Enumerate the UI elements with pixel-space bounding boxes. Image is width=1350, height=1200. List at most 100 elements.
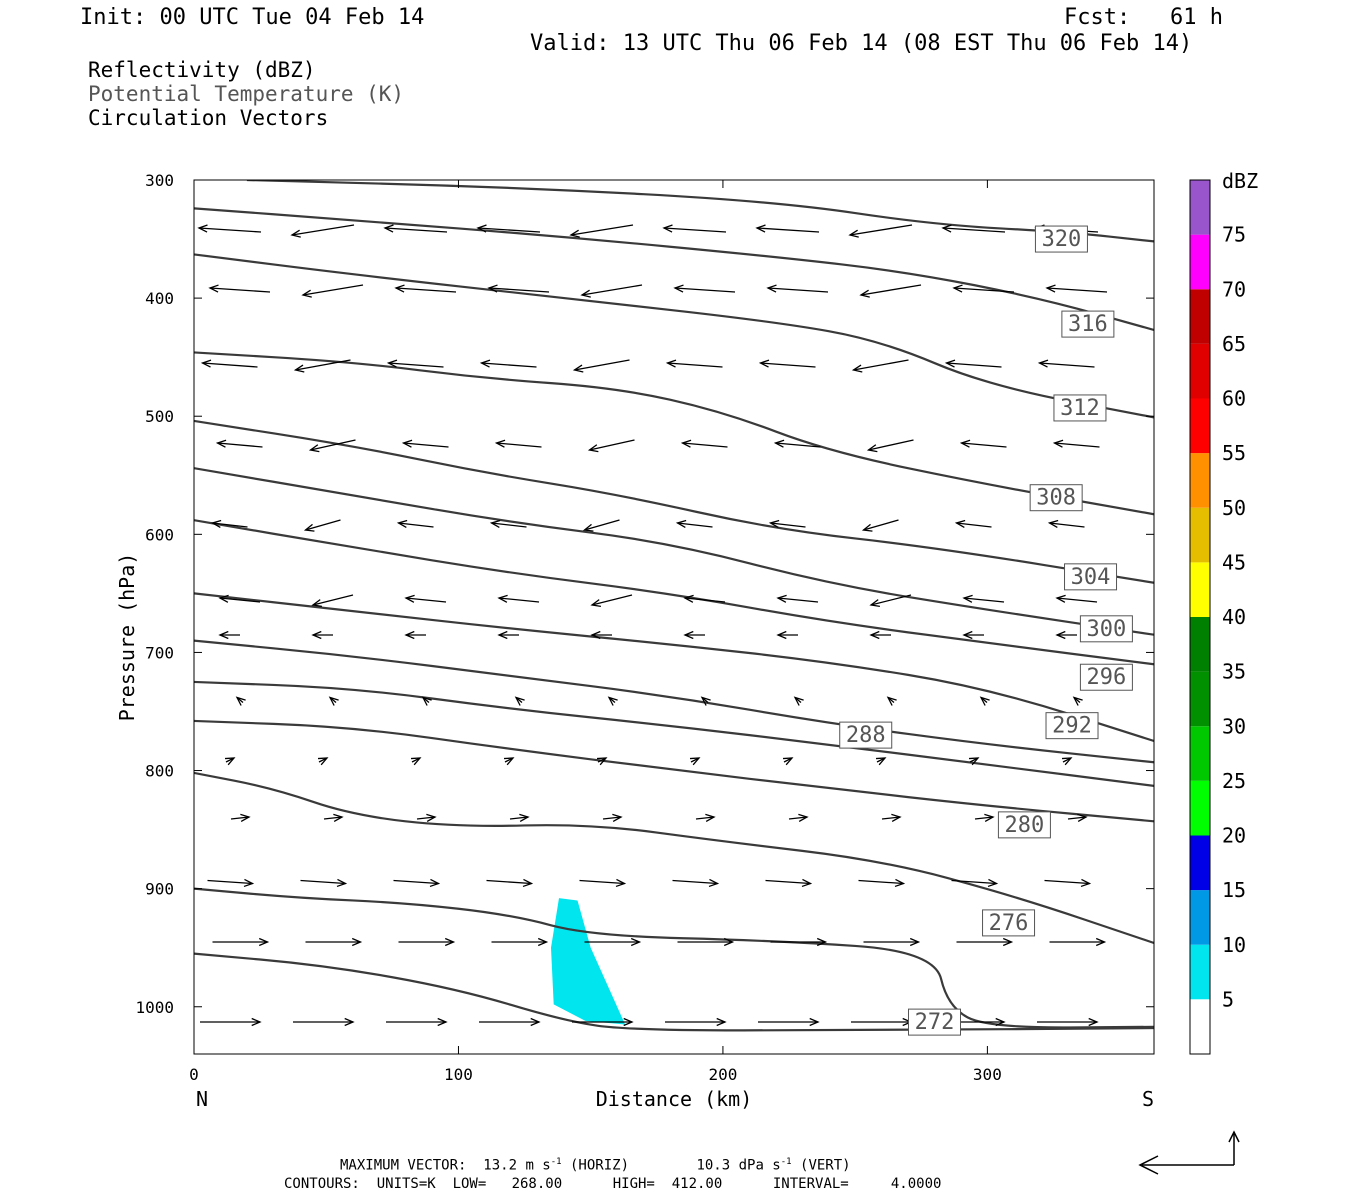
vector-head [580, 289, 591, 298]
contour-label-box [1053, 394, 1107, 422]
y-tick-label: 900 [145, 880, 174, 899]
vector-head [1002, 937, 1014, 947]
vector-head [683, 630, 694, 640]
circulation-vector [961, 442, 1007, 448]
theta-contour [194, 639, 1154, 764]
colorbar-label: 75 [1222, 223, 1246, 247]
vector-head [200, 359, 212, 368]
vector-head [1055, 630, 1066, 640]
circulation-vector [881, 816, 901, 820]
colorbar-label: 50 [1222, 496, 1246, 520]
vector-head [941, 224, 952, 233]
max-vector-line: MAXIMUM VECTOR: 13.2 m s-1 (HORIZ) 10.3 … [340, 1157, 851, 1174]
circulation-vector [663, 227, 727, 233]
contour-label-box [839, 721, 893, 749]
circulation-vector [956, 522, 992, 528]
vector-head [258, 937, 270, 947]
contour-label: 276 [989, 911, 1029, 936]
theta-contour [194, 419, 1154, 584]
vector-head [293, 364, 305, 373]
circulation-vector [695, 816, 715, 820]
y-tick-label: 500 [145, 407, 174, 426]
field-theta: Potential Temperature (K) [88, 82, 405, 106]
circulation-vector [858, 879, 904, 885]
circulation-vector [1046, 287, 1108, 293]
colorbar-segment [1190, 890, 1210, 945]
circulation-vector [302, 284, 364, 296]
colorbar-segment [1190, 562, 1210, 617]
circulation-vector [951, 879, 997, 885]
vector-head [590, 599, 601, 608]
theta-contour [194, 719, 1154, 823]
circulation-vector [300, 879, 346, 885]
vector-head [675, 519, 687, 528]
vector-head [848, 229, 859, 238]
vector-head [662, 224, 673, 233]
field-vectors: Circulation Vectors [88, 106, 329, 130]
contour-labels: 320 316 312 308 304 300 296 292 288 280 276 272 [839, 225, 1133, 1036]
vector-head [396, 519, 408, 528]
y-tick-label: 1000 [135, 998, 174, 1017]
contour-label-box [1079, 615, 1133, 643]
vector-head [766, 284, 777, 293]
circulation-vector [579, 879, 625, 885]
vector-head [317, 757, 329, 766]
contour-label: 316 [1068, 312, 1108, 337]
circulation-vector [1039, 362, 1095, 368]
vector-head [328, 696, 339, 706]
y-tick-label: 400 [145, 289, 174, 308]
circulation-vector [395, 287, 457, 293]
vector-head [426, 813, 437, 822]
circulation-vector [974, 816, 994, 820]
y-tick-label: 800 [145, 762, 174, 781]
vector-head [869, 599, 880, 608]
circulation-vector [202, 362, 258, 368]
circulation-vector [667, 362, 723, 368]
circulation-vector [775, 442, 821, 448]
vector-head [437, 1017, 448, 1027]
contour-label-box [907, 1008, 961, 1036]
vector-head [401, 439, 413, 448]
circulation-vector [863, 519, 899, 531]
vector-head [952, 284, 963, 293]
vector-head [1072, 696, 1083, 706]
vector-head [494, 439, 506, 448]
colorbar-label: 45 [1222, 550, 1246, 574]
circulation-vector [602, 816, 622, 820]
vector-head [1055, 594, 1066, 603]
forecast-hour: Fcst: 61 h [1064, 5, 1223, 30]
circulation-vector [509, 816, 529, 820]
circulation-vector [777, 597, 819, 603]
circulation-vector [584, 519, 620, 531]
contour-label: 320 [1042, 227, 1082, 252]
vector-head [303, 523, 315, 532]
reference-vector-icon [1138, 1130, 1240, 1175]
contour-label-box [1079, 663, 1133, 691]
circulation-vector [946, 362, 1002, 368]
circulation-vector [1056, 597, 1098, 603]
circulation-vector [291, 224, 355, 236]
vector-head [503, 757, 515, 766]
colorbar-label: 30 [1222, 714, 1246, 738]
vector-head [1080, 878, 1092, 888]
contour-label: 272 [915, 1010, 955, 1035]
vector-head [1077, 813, 1088, 822]
circulation-vector [405, 597, 447, 603]
circulation-vector [672, 879, 718, 885]
x-tick-label: 100 [444, 1065, 473, 1084]
vector-head [809, 1017, 820, 1027]
circulation-vector [1049, 522, 1085, 528]
vector-head [894, 878, 906, 888]
vector-head [909, 937, 921, 947]
vector-head [336, 878, 348, 888]
colorbar-segment [1190, 180, 1210, 235]
vector-head [290, 229, 301, 238]
vector-head [210, 519, 222, 528]
vector-head [954, 519, 966, 528]
x-tick-label: 200 [708, 1065, 737, 1084]
vector-head [798, 813, 809, 822]
colorbar-segment [1190, 780, 1210, 836]
vector-head [383, 224, 394, 233]
vector-head [816, 937, 828, 947]
vector-head [497, 630, 508, 640]
